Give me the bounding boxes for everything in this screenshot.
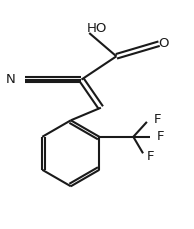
Text: F: F [157,130,164,143]
Text: O: O [159,37,169,50]
Text: F: F [153,113,161,126]
Text: HO: HO [87,22,107,35]
Text: F: F [147,150,155,163]
Text: N: N [6,73,16,86]
